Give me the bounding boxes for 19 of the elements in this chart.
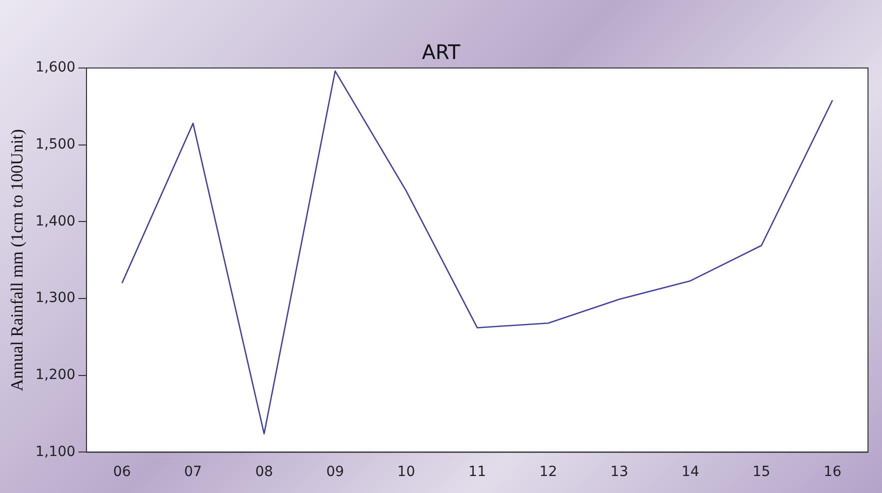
- y-tick-label: 1,600: [35, 60, 76, 76]
- y-tick-label: 1,500: [35, 136, 76, 152]
- x-tick-label: 11: [468, 464, 486, 480]
- x-tick-label: 13: [610, 464, 628, 480]
- x-tick-label: 07: [184, 464, 202, 480]
- x-tick-label: 09: [326, 464, 344, 480]
- y-tick-label: 1,100: [35, 444, 76, 460]
- x-tick-label: 08: [255, 464, 274, 480]
- y-tick-label: 1,400: [35, 213, 76, 230]
- x-tick-label: 15: [752, 464, 770, 480]
- x-tick-label: 12: [539, 464, 558, 480]
- y-axis-title: Annual Rainfall mm (1cm to 100Unit): [8, 129, 27, 392]
- y-tick-label: 1,200: [35, 367, 76, 383]
- x-tick-label: 16: [824, 464, 842, 480]
- x-tick-label: 06: [113, 464, 131, 480]
- x-tick-label: 14: [681, 464, 700, 480]
- chart-title: ART: [422, 40, 460, 64]
- y-tick-label: 1,300: [35, 290, 76, 306]
- x-tick-label: 10: [397, 464, 416, 480]
